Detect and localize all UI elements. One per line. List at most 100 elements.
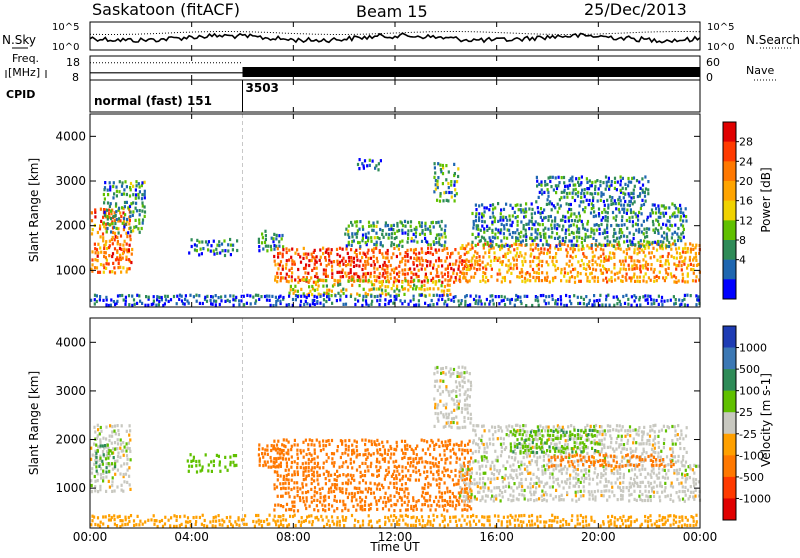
heatmap-cell (255, 294, 257, 297)
heatmap-cell (115, 202, 117, 205)
heatmap-cell (334, 478, 336, 481)
heatmap-cell (339, 261, 341, 264)
heatmap-cell (512, 257, 514, 260)
heatmap-cell (602, 248, 604, 251)
heatmap-cell (313, 444, 315, 447)
heatmap-cell (376, 295, 378, 298)
heatmap-cell (464, 444, 466, 447)
heatmap-cell (213, 253, 215, 256)
heatmap-cell (319, 500, 321, 503)
heatmap-cell (561, 176, 563, 179)
heatmap-cell (612, 211, 614, 214)
heatmap-cell (678, 210, 680, 213)
heatmap-cell (661, 300, 663, 303)
heatmap-cell (427, 492, 429, 495)
heatmap-cell (413, 298, 415, 301)
heatmap-cell (500, 437, 502, 440)
heatmap-cell (503, 227, 505, 230)
heatmap-cell (212, 303, 214, 306)
heatmap-cell (277, 440, 279, 443)
heatmap-cell (357, 279, 359, 282)
heatmap-cell (568, 216, 570, 219)
heatmap-cell (367, 490, 369, 493)
heatmap-cell (555, 299, 557, 302)
heatmap-cell (471, 467, 473, 470)
heatmap-cell (625, 256, 627, 259)
heatmap-cell (302, 471, 304, 474)
heatmap-cell (425, 295, 427, 298)
heatmap-cell (449, 279, 451, 282)
heatmap-cell (484, 447, 486, 450)
heatmap-cell (264, 448, 266, 451)
heatmap-cell (689, 259, 691, 262)
heatmap-cell (396, 487, 398, 490)
heatmap-cell (459, 468, 461, 471)
heatmap-cell (223, 239, 225, 242)
heatmap-cell (432, 456, 434, 459)
heatmap-cell (398, 473, 400, 476)
heatmap-cell (119, 472, 121, 475)
heatmap-cell (671, 482, 673, 485)
heatmap-cell (461, 448, 463, 451)
heatmap-cell (304, 271, 306, 274)
heatmap-cell (311, 285, 313, 288)
heatmap-cell (450, 184, 452, 187)
heatmap-cell (331, 248, 333, 251)
heatmap-cell (124, 205, 126, 208)
heatmap-cell (121, 185, 123, 188)
heatmap-cell (606, 184, 608, 187)
heatmap-cell (453, 163, 455, 166)
heatmap-cell (404, 220, 406, 223)
power-ylabel: Slant Range [km] (27, 158, 41, 262)
heatmap-cell (613, 228, 615, 231)
heatmap-cell (575, 472, 577, 475)
heatmap-cell (484, 500, 486, 503)
heatmap-cell (421, 487, 423, 490)
heatmap-cell (113, 456, 115, 459)
heatmap-cell (314, 289, 316, 292)
heatmap-cell (308, 264, 310, 267)
heatmap-cell (497, 236, 499, 239)
heatmap-cell (387, 497, 389, 500)
heatmap-cell (311, 482, 313, 485)
heatmap-cell (499, 231, 501, 234)
heatmap-cell (629, 425, 631, 428)
heatmap-cell (575, 494, 577, 497)
heatmap-cell (616, 469, 618, 472)
heatmap-cell (667, 255, 669, 258)
heatmap-cell (129, 488, 131, 491)
heatmap-cell (554, 224, 556, 227)
heatmap-cell (684, 464, 686, 467)
heatmap-cell (413, 239, 415, 242)
heatmap-cell (320, 263, 322, 266)
heatmap-cell (417, 279, 419, 282)
heatmap-cell (324, 256, 326, 259)
heatmap-cell (97, 428, 99, 431)
heatmap-cell (350, 268, 352, 271)
heatmap-cell (444, 440, 446, 443)
heatmap-cell (381, 267, 383, 270)
heatmap-cell (501, 244, 503, 247)
heatmap-cell (365, 292, 367, 295)
heatmap-cell (622, 280, 624, 283)
heatmap-cell (676, 469, 678, 472)
heatmap-cell (573, 232, 575, 235)
heatmap-cell (608, 177, 610, 180)
heatmap-cell (322, 247, 324, 250)
heatmap-cell (141, 302, 143, 305)
heatmap-cell (675, 302, 677, 305)
heatmap-cell (432, 267, 434, 270)
heatmap-cell (665, 224, 667, 227)
heatmap-cell (316, 267, 318, 270)
heatmap-cell (96, 294, 98, 297)
heatmap-cell (678, 247, 680, 250)
heatmap-cell (692, 279, 694, 282)
heatmap-cell (455, 416, 457, 419)
heatmap-cell (684, 280, 686, 283)
heatmap-cell (164, 295, 166, 298)
heatmap-cell (505, 485, 507, 488)
heatmap-cell (695, 489, 697, 492)
heatmap-cell (657, 232, 659, 235)
heatmap-cell (659, 495, 661, 498)
heatmap-cell (667, 463, 669, 466)
